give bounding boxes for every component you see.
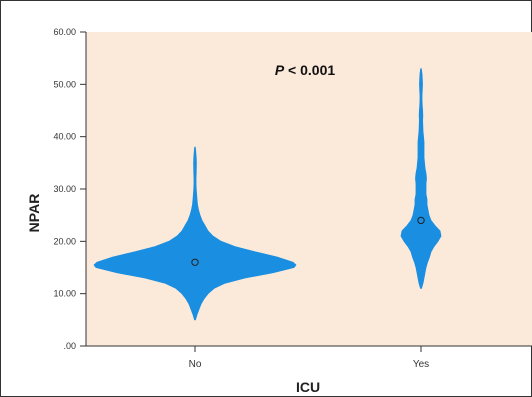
- x-axis-ticks: No Yes: [189, 346, 429, 370]
- violin-no: [93, 146, 297, 321]
- y-tick-label: 50.00: [53, 79, 76, 89]
- p-value-symbol: P: [275, 62, 285, 78]
- y-tick-label: 20.00: [53, 236, 76, 246]
- y-axis-label: NPAR: [26, 194, 42, 233]
- violins: [93, 68, 442, 321]
- p-value-annotation: P < 0.001: [275, 62, 336, 78]
- x-tick-label: No: [189, 359, 202, 370]
- y-tick-label: 40.00: [53, 132, 76, 142]
- y-tick-label: .00: [63, 341, 76, 351]
- x-tick-label: Yes: [413, 359, 429, 370]
- y-axis-ticks: .00 10.00 20.00 30.00 40.00 50.00 60.00: [53, 27, 86, 351]
- y-tick-label: 60.00: [53, 27, 76, 37]
- plot-area: [86, 32, 532, 346]
- y-tick-label: 30.00: [53, 184, 76, 194]
- median-marker-yes: [417, 216, 425, 225]
- y-tick-label: 10.00: [53, 289, 76, 299]
- violin-yes: [400, 68, 442, 289]
- x-axis-label: ICU: [296, 379, 320, 395]
- median-markers: [191, 216, 425, 266]
- p-value-text: < 0.001: [284, 62, 335, 78]
- median-marker-no: [191, 258, 199, 266]
